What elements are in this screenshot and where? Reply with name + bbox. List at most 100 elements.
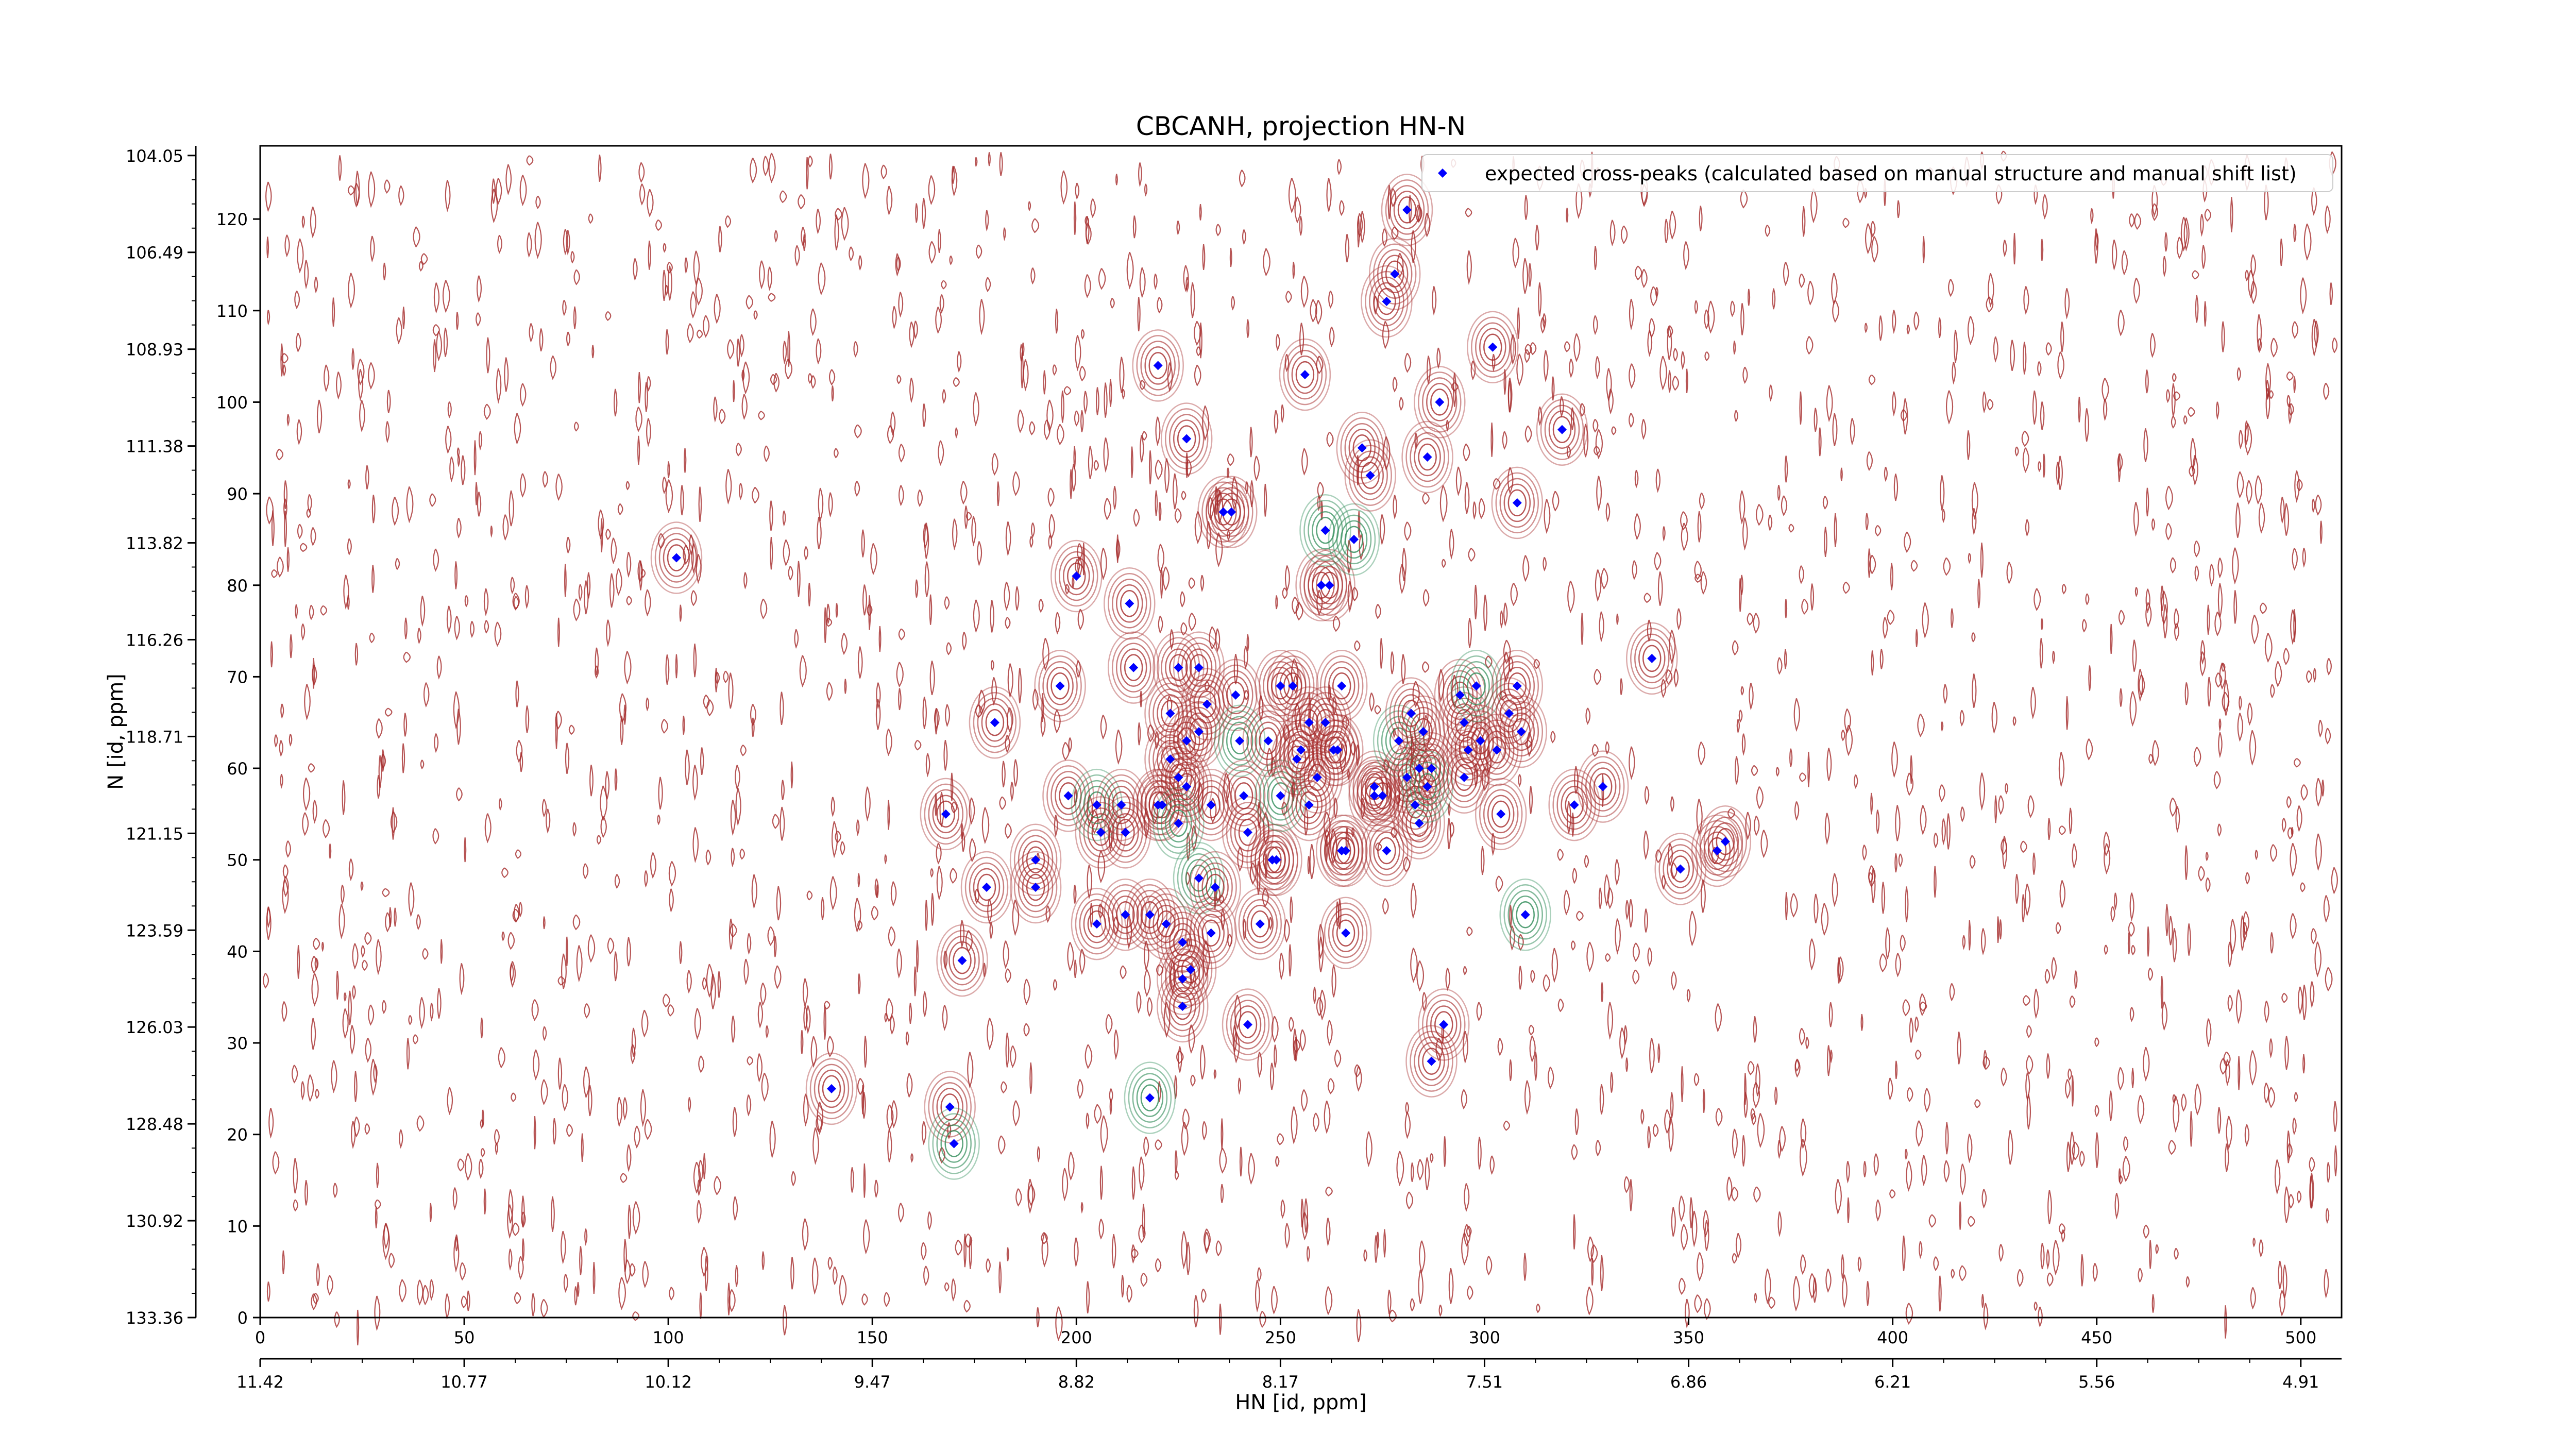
- y-id-tick-label: 20: [227, 1125, 248, 1145]
- y-id-tick-label: 110: [216, 301, 248, 321]
- cross-peak-marker: [1496, 809, 1506, 819]
- x-ppm-tick-label: 8.17: [1262, 1372, 1299, 1392]
- cross-peak-marker: [1255, 919, 1265, 929]
- cross-peak-marker: [1435, 397, 1445, 407]
- cross-peak-marker: [1206, 800, 1216, 810]
- x-id-tick-label: 350: [1673, 1328, 1704, 1347]
- cross-peak-marker: [1516, 727, 1526, 736]
- cross-peak-marker: [1422, 452, 1432, 462]
- cross-peak-marker: [990, 718, 999, 728]
- cross-peak-marker: [1320, 718, 1330, 728]
- y-ppm-tick-label: 121.15: [126, 824, 183, 843]
- cross-peak-marker: [1031, 855, 1041, 865]
- x-ppm-tick-label: 4.91: [2282, 1372, 2319, 1392]
- cross-peak-marker: [1174, 663, 1183, 672]
- cross-peak-marker: [1365, 470, 1375, 480]
- cross-peak-marker: [1471, 681, 1481, 691]
- x-id-tick-label: 450: [2081, 1328, 2112, 1347]
- cross-peak-marker: [945, 1102, 955, 1112]
- cross-peak-marker: [1382, 297, 1392, 306]
- y-id-tick-label: 80: [227, 576, 248, 596]
- x-id-tick-label: 400: [1877, 1328, 1908, 1347]
- cross-peak-marker: [1337, 681, 1347, 691]
- x-ppm-tick-label: 6.86: [1670, 1372, 1707, 1392]
- x-id-tick-label: 500: [2285, 1328, 2316, 1347]
- cross-peak-marker: [1063, 791, 1073, 801]
- x-ppm-tick-label: 7.51: [1466, 1372, 1503, 1392]
- cross-peak-marker: [1427, 1056, 1436, 1066]
- cross-peak-marker: [1402, 772, 1412, 782]
- cross-peak-markers: [672, 205, 1730, 1149]
- cross-peak-marker: [1243, 828, 1252, 837]
- legend-box: [1421, 154, 2333, 192]
- y-ppm-tick-label: 130.92: [126, 1211, 183, 1231]
- cross-peak-marker: [1406, 708, 1416, 718]
- cross-peak-marker: [1153, 361, 1163, 370]
- y-ppm-tick-label: 123.59: [126, 921, 183, 940]
- cross-peak-marker: [1031, 883, 1041, 892]
- cross-peak-marker: [1210, 883, 1220, 892]
- cross-peak-marker: [1161, 919, 1171, 929]
- cross-peak-marker: [1333, 745, 1343, 755]
- cross-peak-marker: [1341, 928, 1351, 938]
- cross-peak-marker: [1116, 800, 1126, 810]
- cross-peak-marker: [1713, 846, 1722, 855]
- cross-peak-marker: [1459, 718, 1469, 728]
- y-ppm-tick-label: 108.93: [126, 340, 183, 360]
- cross-peak-marker: [1463, 745, 1473, 755]
- cross-peak-marker: [1296, 745, 1306, 755]
- x-ppm-tick-label: 9.47: [854, 1372, 891, 1392]
- cross-peak-marker: [1341, 846, 1351, 855]
- cross-peak-marker: [1394, 736, 1404, 746]
- legend: expected cross-peaks (calculated based o…: [1421, 154, 2333, 192]
- y-id-tick-label: 0: [238, 1308, 248, 1328]
- cross-peak-marker: [1422, 782, 1432, 791]
- cross-peak-marker: [1520, 910, 1530, 920]
- x-ppm-tick-label: 5.56: [2078, 1372, 2115, 1392]
- cross-peak-marker: [1194, 663, 1204, 672]
- cross-peak-marker: [1476, 736, 1485, 746]
- cross-peak-marker: [1145, 910, 1155, 920]
- x-id-tick-label: 100: [653, 1328, 684, 1347]
- y-axis-ppm: 133.36 130.92 128.48 126.03 123.59 121.15 118.…: [126, 146, 197, 1328]
- cross-peak-marker: [957, 956, 967, 966]
- cross-peak-marker: [1178, 974, 1188, 984]
- cross-peak-marker: [1243, 1020, 1252, 1030]
- cross-peak-marker: [1349, 534, 1359, 544]
- cross-peak-marker: [1488, 342, 1498, 352]
- cross-peak-marker: [1414, 764, 1424, 773]
- cross-peak-marker: [1276, 791, 1285, 801]
- cross-peak-marker: [1455, 690, 1465, 700]
- cross-peak-marker: [1174, 818, 1183, 828]
- cross-peak-marker: [1165, 708, 1175, 718]
- cross-peak-marker: [1231, 690, 1241, 700]
- cross-peak-marker: [1512, 498, 1522, 508]
- legend-label: expected cross-peaks (calculated based o…: [1485, 162, 2297, 185]
- cross-peak-marker: [1263, 736, 1273, 746]
- x-axis-ppm: 11.42 10.77 10.12 9.47 8.82 8.17 7.51 6.86 6.21 5…: [236, 1358, 2342, 1392]
- y-id-tick-label: 10: [227, 1217, 248, 1236]
- cross-peak-marker: [1378, 791, 1387, 801]
- y-id-tick-label: 100: [216, 393, 248, 412]
- cross-peak-marker: [1129, 663, 1139, 672]
- y-ppm-tick-label: 111.38: [126, 437, 183, 457]
- x-id-tick-label: 300: [1469, 1328, 1500, 1347]
- cross-peak-marker: [1165, 754, 1175, 764]
- cross-peak-marker: [1410, 800, 1420, 810]
- cross-peak-marker: [1218, 507, 1228, 517]
- cross-peak-marker: [1312, 772, 1322, 782]
- y-ppm-tick-label: 104.05: [126, 146, 183, 166]
- cross-peak-marker: [1569, 800, 1579, 810]
- y-id-tick-label: 120: [216, 210, 248, 229]
- y-ppm-tick-label: 126.03: [126, 1018, 183, 1037]
- cross-peak-marker: [1369, 791, 1379, 801]
- cross-peak-marker: [1557, 425, 1567, 434]
- x-ppm-tick-label: 10.12: [645, 1372, 692, 1392]
- cross-peak-marker: [982, 883, 991, 892]
- y-id-tick-label: 60: [227, 759, 248, 779]
- cross-peak-marker: [1300, 370, 1310, 380]
- cross-peak-marker: [1439, 1020, 1449, 1030]
- cross-peak-marker: [672, 553, 681, 563]
- cross-peak-marker: [1288, 681, 1298, 691]
